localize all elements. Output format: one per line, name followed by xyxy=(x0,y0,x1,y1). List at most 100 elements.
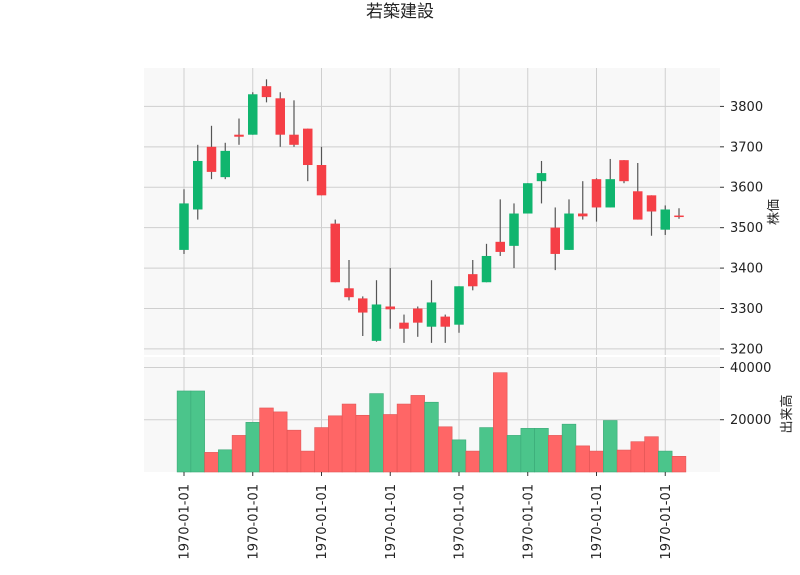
volume-bar xyxy=(245,422,260,473)
candle-body xyxy=(605,179,615,208)
date-tick-label: 1970-01-01 xyxy=(521,484,536,560)
volume-bar xyxy=(465,450,480,473)
candle-body xyxy=(371,304,382,341)
volume-bar xyxy=(575,445,590,473)
volume-bar xyxy=(493,372,508,473)
volume-bar xyxy=(616,449,632,473)
candle-body xyxy=(303,128,313,166)
volume-bar xyxy=(561,423,577,473)
price-tick-label: 3400 xyxy=(730,262,763,277)
candle-body xyxy=(536,173,547,182)
candle-body xyxy=(578,213,588,217)
candle-body xyxy=(179,203,189,250)
price-tick-label: 3800 xyxy=(730,100,763,115)
volume-bar xyxy=(341,403,357,473)
volume-bar xyxy=(314,427,329,473)
volume-bar xyxy=(369,393,384,473)
volume-bar xyxy=(658,450,673,473)
price-tick-label: 3500 xyxy=(730,221,763,236)
volume-bar xyxy=(438,426,453,473)
price-tick-label: 3600 xyxy=(730,181,763,196)
candle-body xyxy=(523,183,533,214)
volume-bar xyxy=(396,403,412,473)
volume-bar xyxy=(451,439,467,473)
volume-bar xyxy=(410,395,425,473)
volume-bar xyxy=(355,414,370,473)
volume-bar xyxy=(218,449,233,473)
candle-body xyxy=(454,286,464,325)
date-tick-label: 1970-01-01 xyxy=(315,484,330,560)
date-tick-label: 1970-01-01 xyxy=(178,484,193,560)
candle-body xyxy=(495,241,505,252)
candle-body xyxy=(440,316,450,327)
date-tick-label: 1970-01-01 xyxy=(384,484,399,560)
candle-body xyxy=(330,223,340,283)
candle-body xyxy=(234,134,244,137)
candle-body xyxy=(206,146,217,172)
candle-body xyxy=(509,213,519,246)
volume-bar xyxy=(506,435,522,473)
date-tick-label: 1970-01-01 xyxy=(453,484,468,560)
volume-bar xyxy=(383,414,398,473)
candle-body xyxy=(385,306,395,310)
candle-body xyxy=(481,255,492,283)
price-tick-label: 3700 xyxy=(730,140,763,155)
candle-body xyxy=(413,308,423,323)
volume-bar xyxy=(259,407,274,473)
date-tick-label: 1970-01-01 xyxy=(246,484,261,560)
volume-bar xyxy=(273,411,288,473)
candle-body xyxy=(193,160,203,210)
price-axis-ticks: 3200 3300 3400 3500 3600 3700 3800 xyxy=(720,100,763,357)
chart-title: 若築建設 xyxy=(366,2,434,22)
candle-body xyxy=(660,209,670,230)
date-tick-label: 1970-01-01 xyxy=(659,484,674,560)
volume-bar xyxy=(190,390,205,473)
volume-tick-label: 20000 xyxy=(730,413,771,428)
volume-bar xyxy=(520,428,535,473)
volume-bar xyxy=(328,415,343,473)
volume-bar xyxy=(644,436,659,473)
candle-body xyxy=(220,150,230,178)
candle-body xyxy=(591,179,602,208)
candle-body xyxy=(633,191,643,220)
candle-body xyxy=(275,98,285,135)
candle-body xyxy=(550,227,560,254)
candle-body xyxy=(358,298,368,313)
candle-body xyxy=(344,288,354,298)
date-tick-label: 1970-01-01 xyxy=(590,484,605,560)
candle-body xyxy=(289,134,299,145)
candle-body xyxy=(316,165,327,196)
volume-tick-label: 40000 xyxy=(730,361,771,376)
volume-bar xyxy=(231,435,247,473)
candlesticks xyxy=(179,79,684,343)
volume-bars xyxy=(176,372,687,473)
price-axis-label: 株価 xyxy=(767,199,782,225)
candle-body xyxy=(564,213,574,250)
candle-body xyxy=(399,322,409,329)
volume-bar xyxy=(479,427,494,473)
volume-bar xyxy=(300,450,315,473)
candle-body xyxy=(248,94,258,135)
volume-bar xyxy=(176,390,192,473)
volume-bar xyxy=(671,456,687,473)
volume-axis-label: 出来高 xyxy=(779,394,795,433)
date-axis-ticks: 1970-01-01 1970-01-01 1970-01-01 1970-01-01… xyxy=(178,472,674,560)
volume-bar xyxy=(424,401,439,473)
price-tick-label: 3300 xyxy=(730,302,763,317)
candle-body xyxy=(261,86,272,98)
volume-bar xyxy=(204,452,219,473)
candle-body xyxy=(426,302,437,327)
volume-bar xyxy=(534,428,549,473)
price-tick-label: 3200 xyxy=(730,342,763,357)
candle-body xyxy=(674,215,684,218)
volume-bar xyxy=(603,420,618,473)
volume-axis-ticks: 20000 40000 xyxy=(720,361,771,428)
candle-body xyxy=(468,274,478,287)
volume-bar xyxy=(589,450,604,473)
candle-body xyxy=(646,195,657,212)
volume-bar xyxy=(286,429,302,473)
candle-body xyxy=(619,160,629,182)
volume-bar xyxy=(548,435,563,473)
volume-bar xyxy=(630,441,645,473)
